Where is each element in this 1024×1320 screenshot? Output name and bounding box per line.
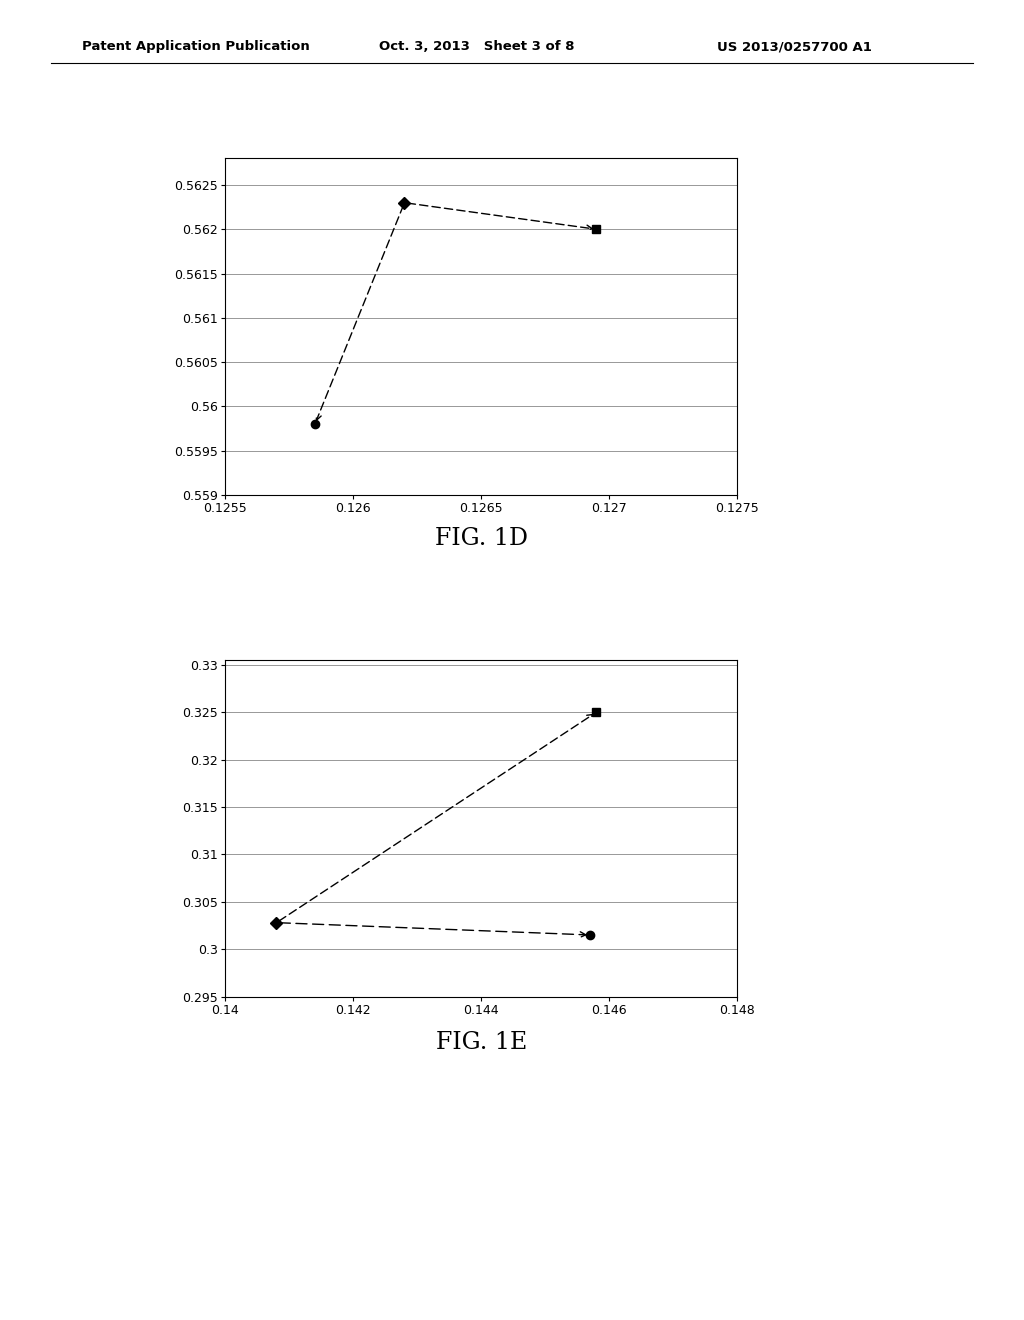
Text: Patent Application Publication: Patent Application Publication [82,40,309,53]
Text: Oct. 3, 2013   Sheet 3 of 8: Oct. 3, 2013 Sheet 3 of 8 [379,40,574,53]
Text: FIG. 1D: FIG. 1D [435,527,527,550]
Text: US 2013/0257700 A1: US 2013/0257700 A1 [717,40,871,53]
Text: FIG. 1E: FIG. 1E [435,1031,527,1055]
